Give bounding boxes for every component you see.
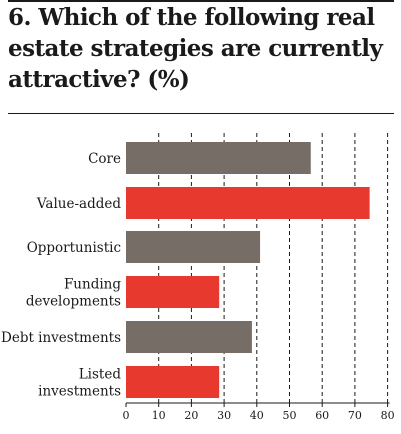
title-divider: [8, 113, 394, 114]
x-tick-label: 80: [381, 409, 395, 422]
x-tick-label: 30: [217, 409, 231, 422]
category-label: developments: [26, 294, 121, 310]
bar-core: [126, 142, 311, 174]
x-tick-label: 20: [184, 409, 198, 422]
category-label: Funding: [64, 277, 121, 293]
bar-debt-investments: [126, 321, 252, 353]
category-label: Debt investments: [1, 330, 121, 346]
bar-listed-investments: [126, 366, 220, 398]
x-tick-label: 50: [283, 409, 297, 422]
chart-title: 6. Which of the following real estate st…: [8, 4, 383, 93]
category-label: Value-added: [36, 196, 121, 212]
x-tick-label: 70: [348, 409, 362, 422]
x-tick-label: 60: [315, 409, 329, 422]
category-label: Opportunistic: [27, 240, 121, 256]
category-label: investments: [38, 384, 121, 400]
x-tick-label: 40: [250, 409, 264, 422]
bar-funding-developments: [126, 276, 220, 308]
bar-opportunistic: [126, 231, 261, 263]
x-tick-label: 0: [123, 409, 130, 422]
x-tick-label: 10: [152, 409, 166, 422]
top-rule: [8, 0, 394, 2]
category-label: Core: [88, 151, 121, 167]
category-label: Listed: [79, 367, 122, 383]
bar-value-added: [126, 187, 370, 219]
